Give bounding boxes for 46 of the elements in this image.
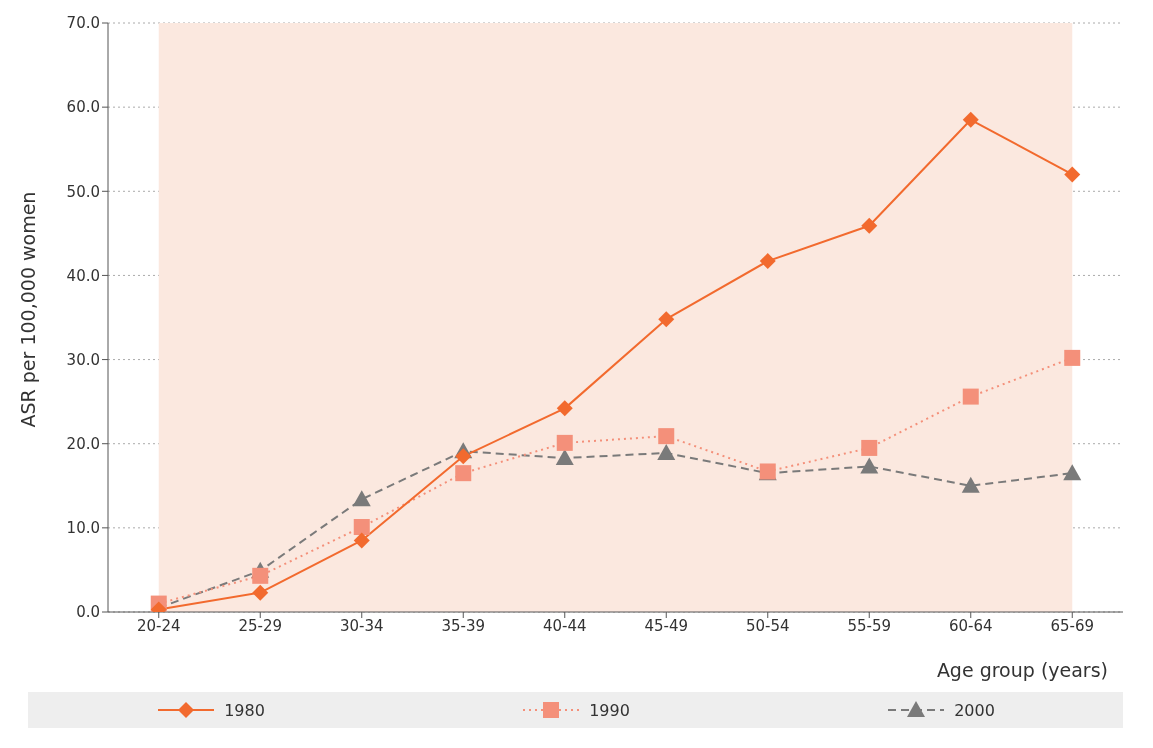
point [961,476,980,493]
y-tick-label: 0.0 [76,603,100,622]
y-tick-label: 10.0 [66,519,100,538]
point [353,519,370,536]
point [861,439,878,456]
x-axis-title: Age group (years) [936,659,1108,681]
x-tick-label: 50-54 [745,616,790,635]
x-tick-label: 25-29 [238,616,283,635]
x-tick-label: 60-64 [948,616,993,635]
point [759,253,776,270]
point [352,490,371,507]
y-tick-label: 60.0 [66,98,100,117]
point [861,217,878,234]
x-tick-label: 40-44 [542,616,587,635]
x-tick-label: 65-69 [1050,616,1095,635]
point [962,388,979,405]
y-tick-label: 70.0 [66,14,100,33]
point [556,434,573,451]
y-tick-label: 30.0 [66,350,100,369]
point [658,428,675,445]
point [962,111,979,128]
x-tick-label: 35-39 [441,616,486,635]
y-axis-title: ASR per 100,000 women [16,191,39,428]
point [657,443,676,460]
legend-label: 2000 [954,700,995,720]
point [556,400,573,417]
point [1064,349,1081,366]
y-tick-label: 40.0 [66,266,100,285]
y-tick-label: 50.0 [66,182,100,201]
point [1063,464,1082,481]
point [252,567,269,584]
x-tick-label: 30-34 [339,616,384,635]
point [860,457,879,474]
point [252,584,269,601]
point [455,465,472,482]
point [455,448,472,465]
legend-label: 1980 [224,700,265,720]
point [353,532,370,549]
legend-label: 1990 [589,700,630,720]
y-tick-label: 20.0 [66,435,100,454]
point [555,449,574,466]
point [1064,166,1081,183]
x-tick-label: 55-59 [847,616,892,635]
x-tick-label: 45-49 [644,616,689,635]
x-tick-label: 20-24 [136,616,181,635]
point [658,311,675,328]
